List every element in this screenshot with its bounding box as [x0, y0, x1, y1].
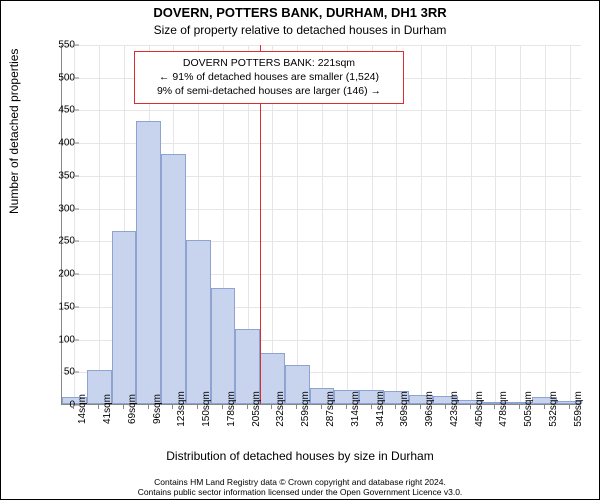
y-tick-label: 50: [64, 367, 75, 378]
y-tick-mark: [75, 339, 79, 340]
x-tick-mark: [73, 405, 74, 409]
x-tick-label: 178sqm: [226, 391, 237, 427]
x-tick-mark: [296, 405, 297, 409]
y-tick-label: 250: [58, 236, 75, 247]
y-tick-label: 350: [58, 170, 75, 181]
info-box: DOVERN POTTERS BANK: 221sqm← 91% of deta…: [134, 51, 404, 104]
y-tick-label: 300: [58, 203, 75, 214]
x-tick-label: 423sqm: [449, 391, 460, 427]
y-tick-label: 200: [58, 269, 75, 280]
plot-area: DOVERN POTTERS BANK: 221sqm← 91% of deta…: [61, 45, 581, 405]
x-tick-label: 96sqm: [152, 394, 163, 424]
y-tick-mark: [75, 372, 79, 373]
y-tick-mark: [75, 274, 79, 275]
info-box-line: 9% of semi-detached houses are larger (1…: [143, 84, 395, 98]
v-gridline: [495, 45, 496, 404]
y-tick-mark: [75, 77, 79, 78]
x-tick-label: 123sqm: [176, 391, 187, 427]
x-tick-mark: [321, 405, 322, 409]
info-box-line: ← 91% of detached houses are smaller (1,…: [143, 70, 395, 84]
x-tick-label: 369sqm: [399, 391, 410, 427]
x-tick-label: 14sqm: [77, 394, 88, 424]
v-gridline: [99, 45, 100, 404]
x-tick-label: 69sqm: [127, 394, 138, 424]
page-title: DOVERN, POTTERS BANK, DURHAM, DH1 3RR: [1, 5, 599, 20]
x-tick-mark: [172, 405, 173, 409]
y-axis-label: Number of detached properties: [7, 49, 21, 214]
v-gridline: [570, 45, 571, 404]
footer-attribution: Contains HM Land Registry data © Crown c…: [1, 477, 599, 497]
v-gridline: [520, 45, 521, 404]
x-tick-mark: [470, 405, 471, 409]
y-tick-label: 150: [58, 301, 75, 312]
histogram-bar: [211, 288, 236, 405]
x-tick-label: 232sqm: [275, 391, 286, 427]
x-tick-label: 559sqm: [573, 391, 584, 427]
x-tick-mark: [247, 405, 248, 409]
page-subtitle: Size of property relative to detached ho…: [1, 23, 599, 37]
y-tick-mark: [75, 143, 79, 144]
x-tick-label: 450sqm: [474, 391, 485, 427]
x-tick-mark: [346, 405, 347, 409]
x-tick-label: 41sqm: [102, 394, 113, 424]
y-tick-label: 450: [58, 105, 75, 116]
x-tick-mark: [544, 405, 545, 409]
v-gridline: [421, 45, 422, 404]
x-tick-mark: [371, 405, 372, 409]
x-tick-mark: [494, 405, 495, 409]
footer-line-1: Contains HM Land Registry data © Crown c…: [1, 477, 599, 487]
y-tick-label: 550: [58, 40, 75, 51]
x-tick-mark: [395, 405, 396, 409]
x-tick-label: 396sqm: [424, 391, 435, 427]
x-tick-label: 259sqm: [300, 391, 311, 427]
v-gridline: [446, 45, 447, 404]
x-tick-label: 341sqm: [375, 391, 386, 427]
histogram-bar: [136, 121, 161, 404]
histogram-bar: [112, 231, 137, 404]
y-tick-mark: [75, 45, 79, 46]
x-axis-label: Distribution of detached houses by size …: [1, 449, 599, 463]
x-tick-label: 505sqm: [523, 391, 534, 427]
y-tick-label: 400: [58, 138, 75, 149]
y-tick-label: 500: [58, 72, 75, 83]
y-tick-mark: [75, 175, 79, 176]
x-tick-mark: [569, 405, 570, 409]
y-tick-mark: [75, 110, 79, 111]
y-tick-mark: [75, 208, 79, 209]
y-tick-mark: [75, 241, 79, 242]
v-gridline: [471, 45, 472, 404]
x-tick-label: 478sqm: [498, 391, 509, 427]
x-tick-label: 532sqm: [548, 391, 559, 427]
chart-container: DOVERN, POTTERS BANK, DURHAM, DH1 3RR Si…: [0, 0, 600, 500]
histogram-bar: [186, 240, 211, 404]
v-gridline: [545, 45, 546, 404]
y-tick-mark: [75, 306, 79, 307]
x-tick-mark: [222, 405, 223, 409]
x-tick-mark: [271, 405, 272, 409]
x-tick-label: 205sqm: [251, 391, 262, 427]
x-tick-label: 314sqm: [350, 391, 361, 427]
x-tick-mark: [519, 405, 520, 409]
y-tick-label: 100: [58, 334, 75, 345]
x-tick-label: 287sqm: [325, 391, 336, 427]
x-tick-mark: [123, 405, 124, 409]
x-tick-mark: [445, 405, 446, 409]
x-tick-mark: [98, 405, 99, 409]
info-box-title: DOVERN POTTERS BANK: 221sqm: [143, 56, 395, 70]
v-gridline: [74, 45, 75, 404]
histogram-bar: [161, 154, 186, 404]
x-tick-label: 150sqm: [201, 391, 212, 427]
x-tick-mark: [148, 405, 149, 409]
footer-line-2: Contains public sector information licen…: [1, 487, 599, 497]
x-tick-mark: [420, 405, 421, 409]
x-tick-mark: [197, 405, 198, 409]
